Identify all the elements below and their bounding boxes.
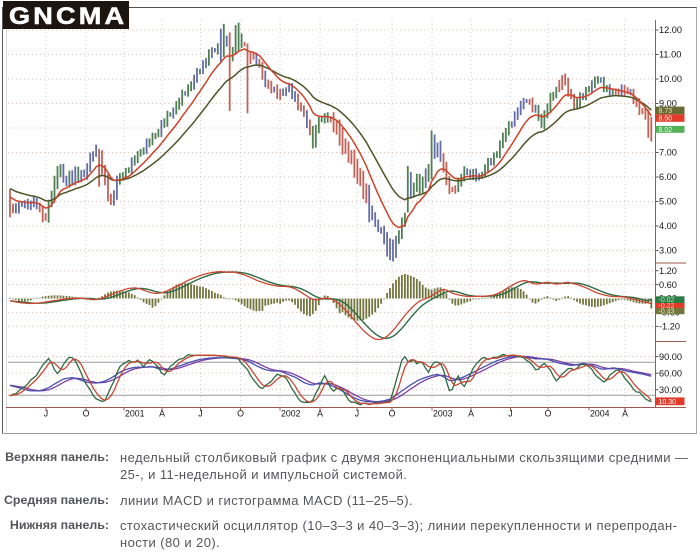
svg-text:A: A	[317, 409, 323, 419]
svg-text:2004: 2004	[590, 409, 610, 419]
svg-text:O: O	[389, 409, 396, 419]
svg-text:7.00: 7.00	[659, 148, 677, 158]
svg-text:2001: 2001	[125, 409, 145, 419]
svg-text:11.00: 11.00	[659, 50, 681, 60]
svg-text:90.00: 90.00	[659, 352, 682, 362]
svg-text:2002: 2002	[281, 409, 301, 419]
svg-text:A: A	[159, 409, 165, 419]
svg-text:J: J	[44, 409, 48, 419]
svg-text:60.00: 60.00	[659, 368, 682, 378]
svg-text:6.00: 6.00	[659, 172, 677, 182]
svg-text:8.73: 8.73	[659, 108, 673, 115]
svg-text:12.00: 12.00	[659, 25, 682, 35]
svg-text:4.00: 4.00	[659, 221, 677, 231]
svg-text:-1.20: -1.20	[659, 322, 680, 332]
svg-text:9.00: 9.00	[659, 99, 677, 109]
svg-text:O: O	[83, 409, 90, 419]
svg-text:-0.43: -0.43	[659, 309, 675, 316]
svg-text:O: O	[545, 409, 552, 419]
svg-text:-0.02: -0.02	[659, 297, 675, 304]
svg-text:8.50: 8.50	[659, 116, 673, 123]
svg-text:J: J	[198, 409, 202, 419]
svg-text:5.00: 5.00	[659, 197, 677, 207]
svg-text:10.30: 10.30	[659, 399, 677, 406]
svg-text:0.60: 0.60	[659, 280, 677, 290]
svg-text:O: O	[237, 409, 244, 419]
svg-text:GNCMA: GNCMA	[9, 3, 127, 29]
svg-text:-0.22: -0.22	[659, 303, 675, 310]
svg-text:8.02: 8.02	[659, 127, 673, 134]
svg-text:30.00: 30.00	[659, 385, 682, 395]
svg-text:2003: 2003	[433, 409, 453, 419]
svg-text:3.00: 3.00	[659, 246, 677, 256]
svg-text:1.20: 1.20	[659, 266, 677, 276]
svg-text:10.00: 10.00	[659, 74, 682, 84]
svg-text:J: J	[508, 409, 512, 419]
svg-text:A: A	[468, 409, 474, 419]
svg-text:A: A	[622, 409, 628, 419]
svg-text:J: J	[355, 409, 359, 419]
